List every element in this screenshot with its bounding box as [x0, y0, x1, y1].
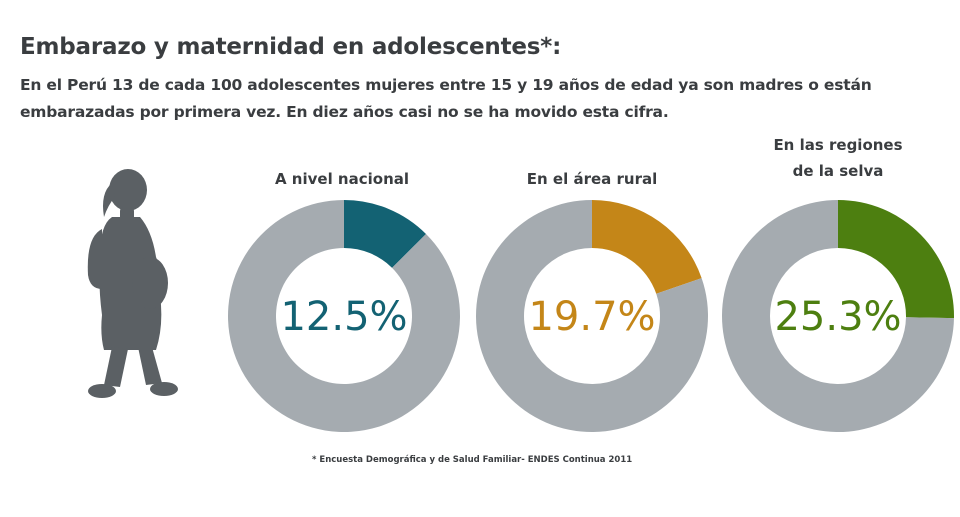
pregnant-girl-silhouette-icon: [87, 169, 178, 398]
subtitle: En el Perú 13 de cada 100 adolescentes m…: [20, 76, 872, 121]
donut-3-highlight-slice: [838, 200, 954, 319]
chart-1-title: A nivel nacional: [274, 170, 410, 188]
donut-3-data-label: 25.3%: [774, 294, 901, 340]
donut-1-data-label: 12.5%: [280, 294, 407, 340]
donut-2-data-label: 19.7%: [528, 294, 655, 340]
donut-1-rest-slice: [227, 200, 460, 433]
footnote: * Encuesta Demográfica y de Salud Famili…: [312, 455, 633, 465]
chart-3-title: En las regiones de la selva: [773, 136, 903, 180]
page-title: Embarazo y maternidad en adolescentes*:: [20, 34, 562, 60]
chart-2-title: En el área rural: [526, 170, 658, 188]
donut-2-highlight-slice: [592, 200, 702, 294]
donut-2-rest-slice: [476, 200, 708, 432]
donut-1-highlight-slice: [344, 200, 427, 268]
donut-3-rest-slice: [722, 200, 954, 433]
